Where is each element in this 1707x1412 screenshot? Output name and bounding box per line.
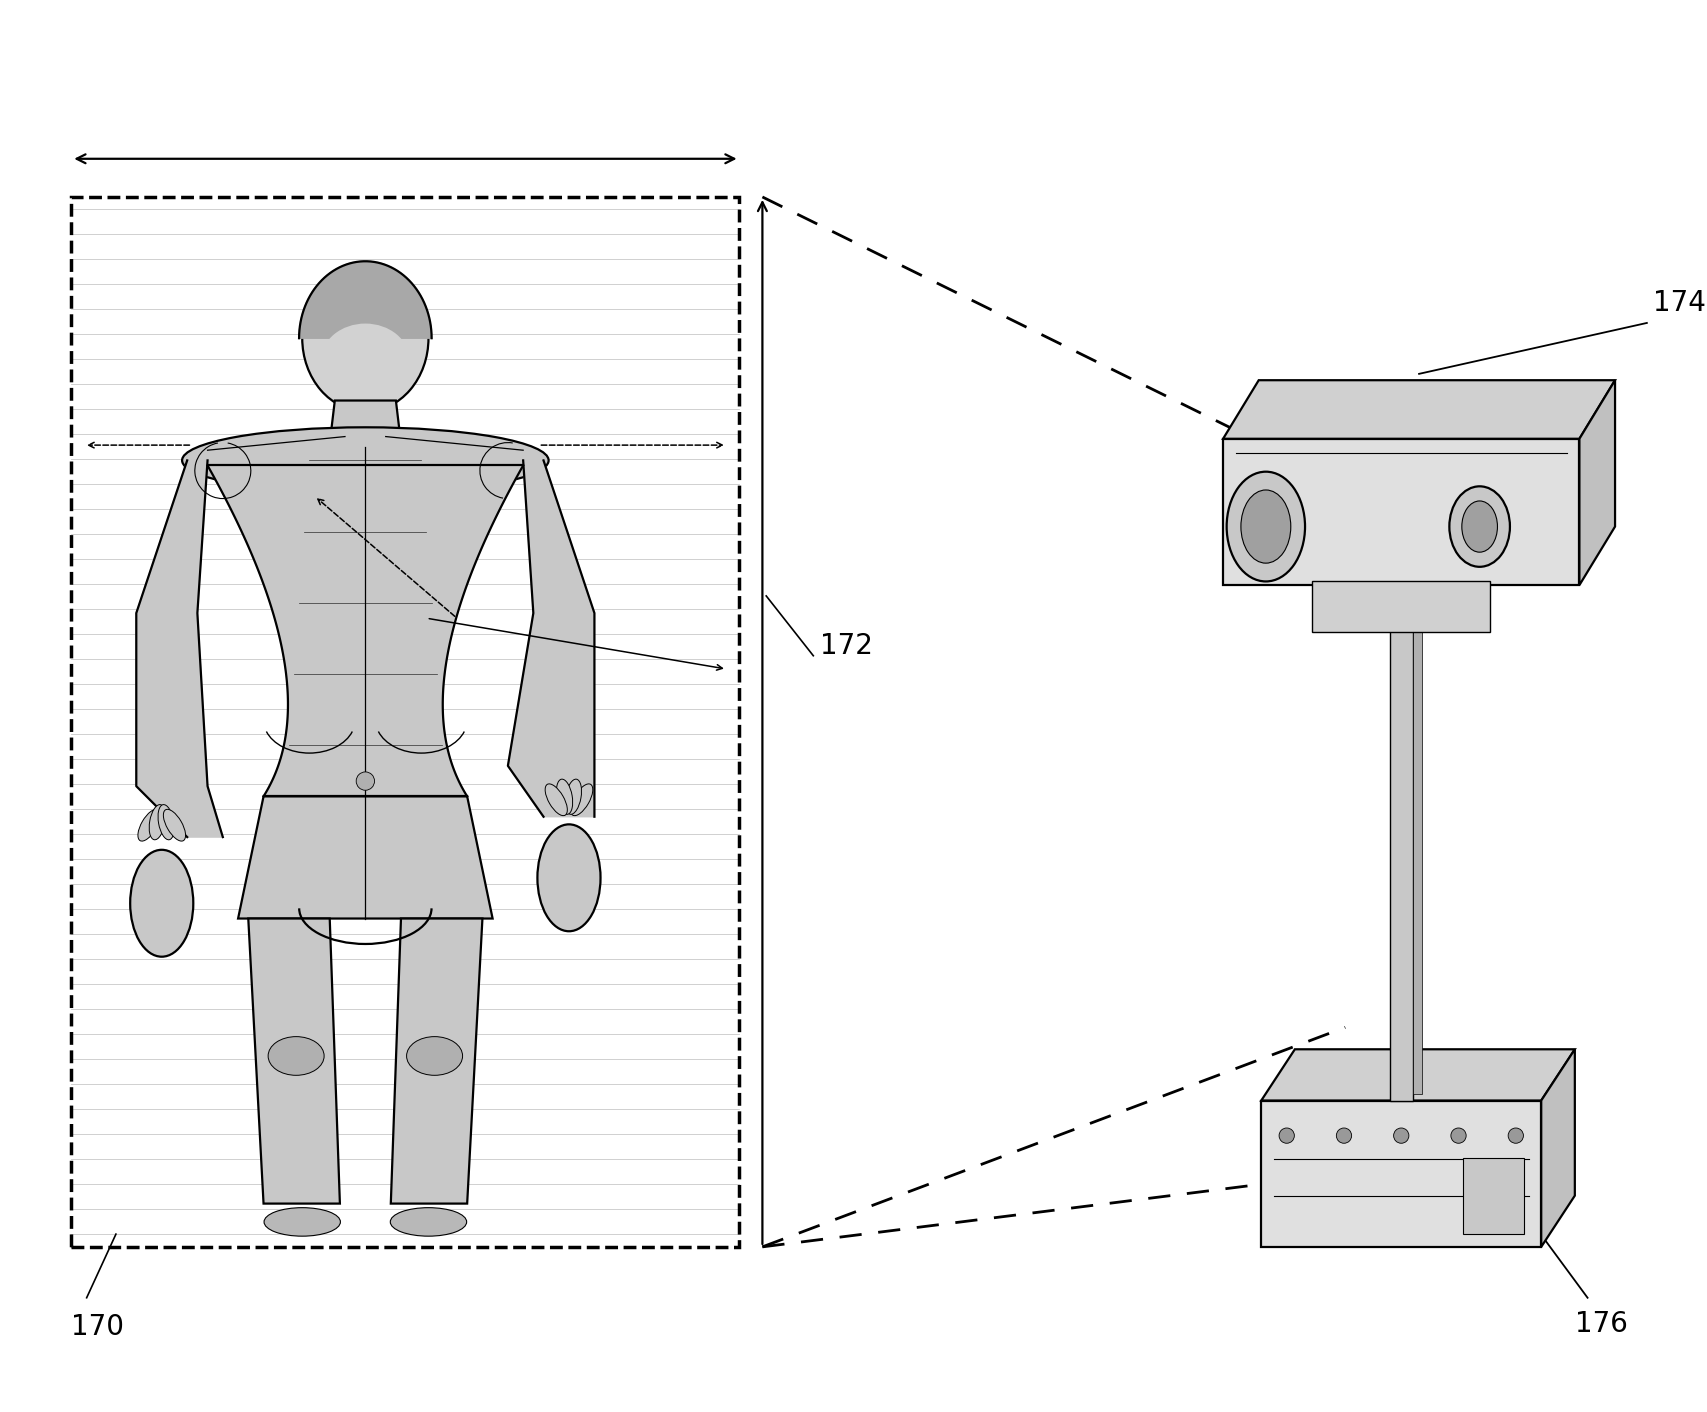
Polygon shape (208, 466, 522, 796)
Text: 172: 172 (819, 631, 872, 659)
Polygon shape (1540, 1049, 1574, 1247)
Ellipse shape (159, 805, 174, 840)
Circle shape (1449, 1128, 1465, 1144)
Bar (1260, 1100, 1540, 1247)
Polygon shape (507, 460, 594, 816)
Polygon shape (1222, 380, 1615, 439)
Text: 174: 174 (1652, 288, 1705, 316)
Ellipse shape (1461, 501, 1497, 552)
Ellipse shape (1241, 490, 1290, 563)
Bar (72, 196, 739, 1247)
Ellipse shape (138, 809, 160, 842)
Polygon shape (1260, 1049, 1574, 1100)
Circle shape (357, 772, 374, 791)
Ellipse shape (565, 779, 580, 815)
Ellipse shape (391, 1207, 466, 1236)
Ellipse shape (545, 784, 567, 816)
Text: 170: 170 (72, 1313, 125, 1341)
Circle shape (1393, 1128, 1408, 1144)
Ellipse shape (130, 850, 193, 957)
Bar (1389, 579, 1412, 1100)
Ellipse shape (321, 323, 410, 397)
Bar (1311, 580, 1490, 633)
Polygon shape (137, 460, 222, 837)
Ellipse shape (1449, 486, 1509, 566)
Ellipse shape (556, 779, 572, 815)
Polygon shape (299, 261, 432, 339)
Bar (1412, 579, 1420, 1094)
Ellipse shape (265, 1207, 340, 1236)
Bar (1222, 439, 1579, 585)
Polygon shape (1579, 380, 1615, 585)
Text: 176: 176 (1574, 1310, 1627, 1339)
Ellipse shape (302, 265, 428, 411)
Ellipse shape (1226, 472, 1304, 582)
Circle shape (1335, 1128, 1350, 1144)
Ellipse shape (570, 784, 592, 816)
Ellipse shape (268, 1036, 324, 1076)
Bar (1461, 1158, 1524, 1234)
Ellipse shape (406, 1036, 463, 1076)
Polygon shape (328, 401, 401, 452)
Polygon shape (237, 796, 492, 919)
Polygon shape (391, 919, 481, 1203)
Ellipse shape (149, 805, 166, 840)
Ellipse shape (164, 809, 186, 842)
Ellipse shape (183, 428, 548, 493)
Circle shape (1279, 1128, 1294, 1144)
Polygon shape (248, 919, 340, 1203)
Circle shape (1366, 525, 1436, 596)
Ellipse shape (538, 825, 601, 932)
Circle shape (1507, 1128, 1523, 1144)
